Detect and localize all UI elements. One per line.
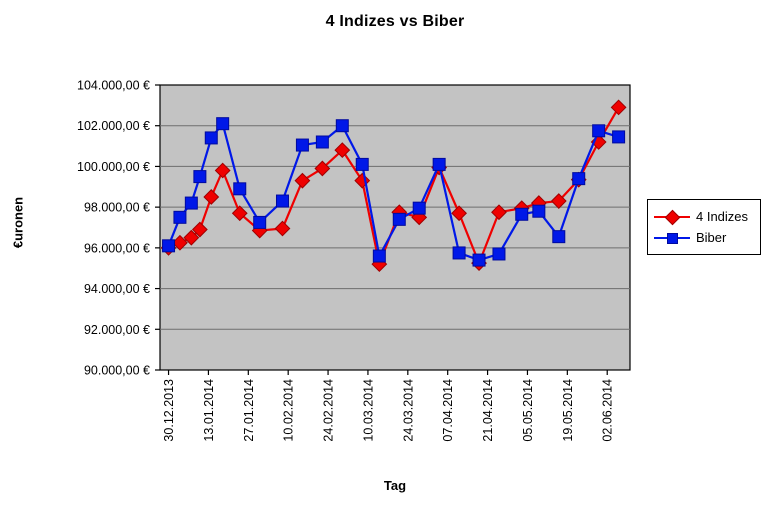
data-point-square (173, 210, 187, 224)
data-point-square (572, 172, 586, 186)
data-point-square (335, 119, 349, 133)
legend-item-4-indizes: 4 Indizes (654, 209, 754, 225)
data-point-square (355, 157, 369, 171)
y-tick-label: 100.000,00 € (77, 160, 150, 174)
x-tick-label: 05.05.2014 (521, 379, 535, 442)
x-tick-label: 10.03.2014 (361, 379, 375, 442)
x-tick-label: 19.05.2014 (561, 379, 575, 442)
data-point-diamond (550, 193, 567, 209)
x-tick-label: 27.01.2014 (242, 379, 256, 442)
data-point-diamond (610, 99, 627, 116)
y-tick-label: 92.000,00 € (84, 323, 150, 337)
legend: 4 Indizes Biber (647, 199, 761, 255)
data-point-diamond (191, 221, 208, 238)
x-tick-label: 21.04.2014 (481, 379, 495, 442)
data-point-diamond (203, 189, 220, 205)
data-point-square (233, 182, 247, 196)
data-point-square (162, 239, 176, 253)
data-point-square (184, 196, 198, 210)
data-point-diamond (214, 162, 231, 179)
x-tick-label: 24.03.2014 (401, 379, 415, 442)
data-point-square (492, 247, 506, 261)
data-point-diamond (334, 142, 351, 159)
data-point-square (532, 204, 546, 218)
data-point-square (253, 215, 267, 229)
data-point-square (592, 124, 606, 138)
x-axis-title: Tag (383, 478, 407, 493)
data-point-diamond (411, 209, 428, 226)
data-point-diamond (183, 229, 200, 246)
x-tick-label: 07.04.2014 (441, 379, 455, 442)
data-point-diamond (491, 204, 507, 221)
y-tick-label: 104.000,00 € (77, 79, 150, 93)
data-point-square (515, 207, 529, 221)
y-tick-label: 90.000,00 € (84, 364, 150, 378)
x-tick-label: 13.01.2014 (202, 379, 216, 442)
y-tick-label: 102.000,00 € (77, 119, 150, 133)
data-point-square (193, 170, 207, 184)
data-point-square (612, 130, 626, 144)
data-point-square (204, 131, 218, 145)
data-point-square (432, 157, 446, 171)
data-point-square (472, 253, 486, 267)
legend-label-4-indizes: 4 Indizes (696, 209, 749, 224)
data-point-diamond (172, 234, 188, 251)
chart-title: 4 Indizes vs Biber (325, 13, 465, 30)
data-point-square (216, 117, 230, 131)
data-point-diamond (451, 205, 467, 222)
data-point-square (295, 138, 309, 152)
x-tick-label: 10.02.2014 (282, 379, 296, 442)
data-point-square (392, 212, 406, 226)
x-tick-label: 02.06.2014 (601, 379, 615, 442)
data-point-square (315, 135, 329, 149)
data-point-diamond (354, 172, 371, 189)
data-point-diamond (294, 172, 311, 189)
blue-square-legend-marker (654, 231, 690, 245)
x-tick-label: 30.12.2013 (162, 379, 176, 442)
data-point-diamond (231, 205, 248, 222)
data-point-diamond (274, 220, 291, 237)
data-point-square (275, 194, 289, 208)
y-tick-label: 96.000,00 € (84, 241, 150, 255)
x-tick-label: 24.02.2014 (322, 379, 336, 442)
legend-label-biber: Biber (696, 230, 727, 245)
legend-item-biber: Biber (654, 230, 754, 245)
y-tick-label: 98.000,00 € (84, 201, 150, 215)
data-point-square (412, 201, 426, 215)
data-point-diamond (314, 160, 331, 177)
red-diamond-legend-marker (654, 209, 690, 225)
data-point-square (372, 249, 386, 263)
data-point-square (452, 246, 466, 260)
data-point-square (552, 230, 566, 244)
y-tick-label: 94.000,00 € (84, 282, 150, 296)
